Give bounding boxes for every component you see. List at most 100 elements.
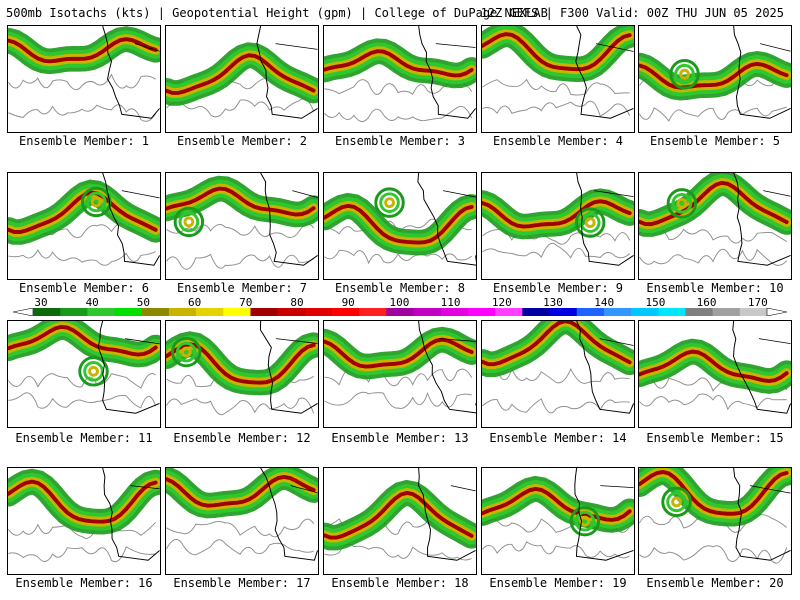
height-contour — [8, 392, 157, 409]
colorbar-swatch — [60, 308, 88, 316]
colorbar-swatch — [522, 308, 551, 316]
ensemble-panel — [323, 25, 477, 133]
ensemble-member-caption: Ensemble Member: 15 — [646, 431, 784, 445]
jet-stream-band — [8, 324, 158, 357]
colorbar-tick-label: 50 — [136, 296, 151, 309]
closed-low — [178, 211, 200, 233]
colorbar-tick-label: 150 — [645, 296, 666, 309]
coastline — [417, 173, 476, 266]
ensemble-member-caption: Ensemble Member: 8 — [334, 281, 466, 295]
coastline — [102, 468, 160, 561]
jet-stream-band — [8, 479, 158, 524]
country-border — [599, 338, 634, 346]
colorbar-swatch — [87, 308, 116, 316]
ensemble-member-caption: Ensemble Member: 3 — [334, 134, 466, 148]
colorbar-tick-label: 40 — [85, 296, 99, 309]
colorbar-tick-label: 70 — [239, 296, 253, 309]
map-image — [482, 26, 634, 119]
country-border — [275, 43, 318, 50]
jet-stream-band — [166, 186, 316, 217]
height-contour — [482, 367, 630, 384]
map-image — [8, 321, 160, 414]
colorbar-tick-label: 60 — [187, 296, 202, 309]
country-border — [593, 190, 634, 198]
colorbar-swatch — [739, 308, 768, 316]
height-contour — [482, 541, 630, 559]
country-border — [130, 485, 160, 490]
country-border — [759, 43, 791, 52]
colorbar-swatch — [467, 308, 496, 316]
country-border — [450, 485, 476, 492]
coastline — [97, 321, 160, 414]
colorbar-arrow-right — [766, 308, 787, 316]
height-contour — [8, 248, 156, 266]
closed-low — [569, 505, 601, 537]
colorbar-tick-label: 120 — [491, 296, 512, 309]
colorbar-swatch — [603, 308, 632, 316]
map-image — [8, 26, 160, 122]
colorbar-tick-label: 140 — [594, 296, 615, 309]
colorbar-swatch — [549, 308, 578, 316]
height-contour — [639, 545, 788, 564]
country-border — [292, 190, 318, 198]
height-contour — [639, 106, 787, 122]
ensemble-member-caption: Ensemble Member: 13 — [331, 431, 469, 445]
coastline — [733, 26, 791, 119]
jet-stream-band — [482, 199, 632, 229]
height-contour — [324, 249, 472, 265]
country-border — [600, 485, 634, 489]
country-border — [443, 190, 476, 198]
ensemble-member-caption: Ensemble Member: 1 — [18, 134, 150, 148]
colorbar-swatch — [33, 308, 61, 316]
closed-low — [666, 491, 687, 513]
closed-low — [90, 196, 102, 208]
closed-low — [574, 510, 596, 532]
ensemble-panel — [323, 172, 477, 280]
closed-low — [183, 216, 195, 228]
closed-low — [83, 361, 104, 382]
ensemble-member-caption: Ensemble Member: 7 — [176, 281, 308, 295]
ensemble-member-caption: Ensemble Member: 18 — [331, 576, 469, 590]
height-contour — [482, 78, 630, 96]
colorbar-swatch — [576, 308, 605, 316]
coastline — [733, 468, 791, 561]
country-border — [125, 338, 160, 345]
colorbar-tick-label: 110 — [440, 296, 461, 309]
country-border — [134, 43, 160, 52]
jet-stream-band — [639, 349, 789, 383]
coastline — [574, 468, 634, 561]
colorbar-swatch — [304, 308, 333, 316]
closed-low — [579, 515, 591, 527]
closed-low — [379, 192, 400, 213]
country-border — [758, 338, 791, 344]
ensemble-panel — [7, 467, 161, 575]
country-border — [290, 485, 318, 494]
ensemble-member-caption: Ensemble Member: 5 — [649, 134, 781, 148]
map-image — [324, 173, 476, 266]
jet-stream-band — [324, 337, 474, 369]
jet-stream-band — [324, 49, 474, 78]
height-contour — [8, 104, 157, 122]
ensemble-panel — [165, 320, 319, 428]
country-border — [275, 338, 318, 344]
isotach-colorbar: 30 40 50 60 70 80 90 100 110 120 130 140 150 160 170 — [0, 296, 800, 320]
colorbar-swatch — [277, 308, 306, 316]
country-border — [750, 485, 791, 494]
jet-stream-band — [482, 486, 632, 522]
country-border — [596, 43, 634, 52]
ensemble-member-caption: Ensemble Member: 12 — [173, 431, 311, 445]
colorbar-swatch — [168, 308, 197, 316]
jet-stream-band — [166, 53, 316, 95]
country-border — [763, 190, 791, 197]
closed-low — [88, 365, 99, 377]
colorbar-swatch — [440, 308, 469, 316]
ensemble-panel — [7, 25, 161, 133]
ensemble-panel — [323, 467, 477, 575]
ensemble-member-caption: Ensemble Member: 10 — [646, 281, 784, 295]
coastline — [102, 26, 160, 119]
ensemble-member-caption: Ensemble Member: 11 — [15, 431, 153, 445]
height-contour — [324, 391, 472, 409]
height-contour — [166, 518, 315, 538]
colorbar-swatch — [685, 308, 714, 316]
ensemble-panel — [638, 25, 792, 133]
